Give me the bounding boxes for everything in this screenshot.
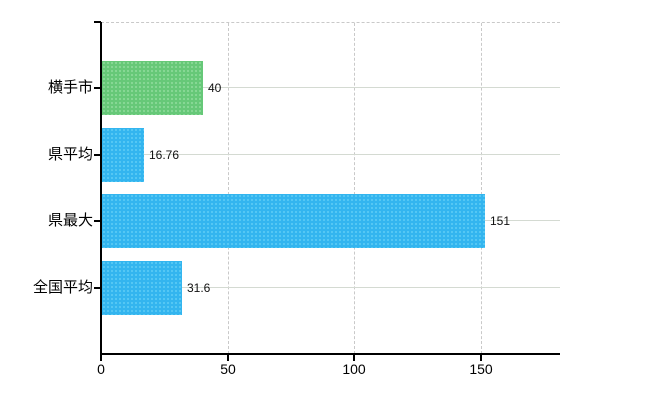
vertical-gridline [354,23,355,354]
y-axis-tick [94,287,101,289]
y-axis-tick [94,154,101,156]
y-axis-tick [94,87,101,89]
x-axis-line [100,353,560,355]
y-axis-tick [94,220,101,222]
bar[interactable] [102,128,144,182]
bar-value-label: 31.6 [187,281,211,295]
x-axis-tick-label: 150 [469,361,493,377]
x-axis-tick-label: 0 [97,361,105,377]
bar-value-label: 40 [208,81,222,95]
y-axis-category-label: 県最大 [47,212,93,229]
y-axis-category-label: 県平均 [47,146,93,163]
horizontal-gridline [102,87,560,88]
x-axis-tick-label: 50 [220,361,236,377]
x-axis-tick [100,355,102,361]
y-axis-category-label: 全国平均 [32,279,93,296]
vertical-gridline [481,23,482,354]
y-axis-category-label: 横手市 [47,79,93,96]
y-axis-line [100,22,102,356]
y-axis-tick [94,21,101,23]
x-axis-tick-label: 100 [342,361,366,377]
bar-value-label: 16.76 [149,148,180,162]
bar[interactable] [102,194,485,248]
bar[interactable] [102,261,182,315]
vertical-gridline [228,23,229,354]
x-axis-tick [227,355,229,361]
x-axis-tick [353,355,355,361]
plot-area: 40 16.76 151 31.6 [101,22,560,354]
bar-value-label: 151 [490,214,511,228]
plot-top-border [101,22,560,23]
bar[interactable] [102,61,203,115]
horizontal-gridline [102,287,560,288]
horizontal-gridline [102,154,560,155]
x-axis-tick [480,355,482,361]
